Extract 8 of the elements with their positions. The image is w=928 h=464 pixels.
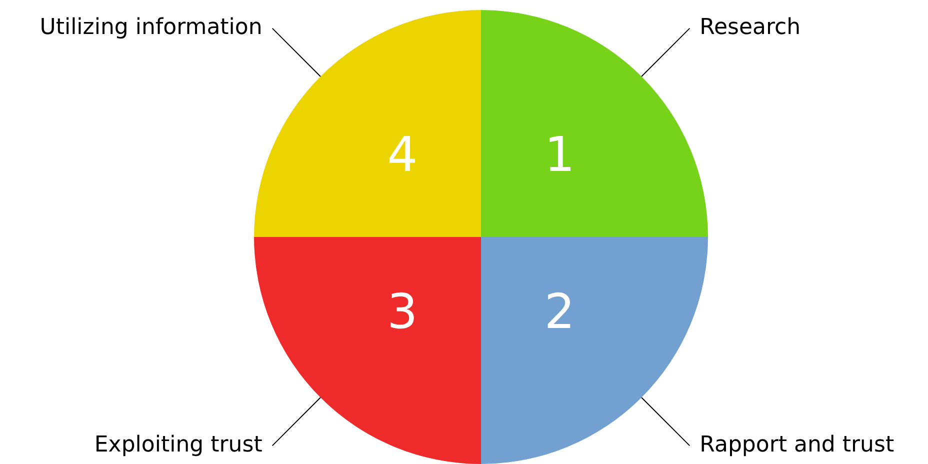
text: 4 [387, 126, 418, 183]
text: 1 [544, 126, 575, 183]
text: 2 [544, 284, 575, 340]
slice-label: Research [700, 15, 801, 40]
slice-label: Rapport and trust [700, 432, 894, 458]
slice-label: Exploiting trust [94, 432, 263, 458]
text: 3 [387, 284, 418, 340]
slice-label: Utilizing information [40, 15, 262, 40]
